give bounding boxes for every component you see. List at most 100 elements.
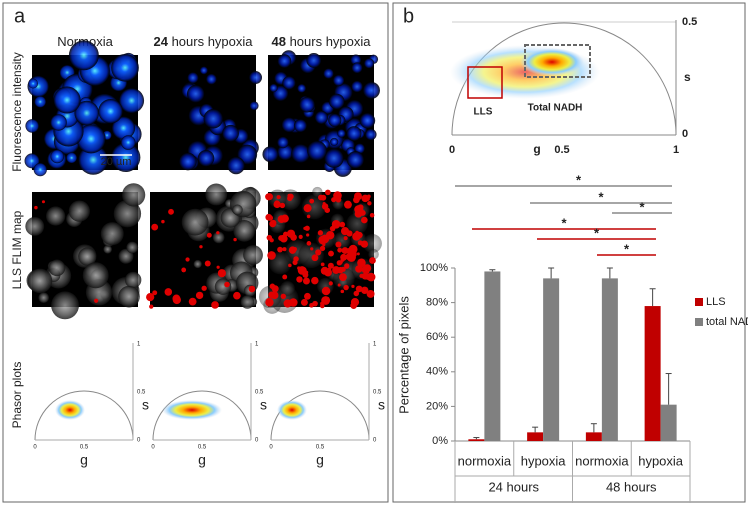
legend-label: LLS	[706, 296, 726, 308]
y-tick-label: 60%	[426, 331, 448, 343]
flim-red-spot	[151, 223, 159, 231]
fluorescence-blob	[203, 108, 224, 129]
flim-red-spot	[366, 289, 375, 298]
flim-red-spot	[321, 296, 331, 305]
flim-red-spot	[302, 277, 310, 285]
flim-red-spot	[146, 293, 155, 302]
flim-red-spot	[224, 281, 230, 288]
axis-label: 0.5	[80, 445, 89, 451]
fluorescence-blob	[249, 71, 263, 85]
fluorescence-blob	[34, 95, 47, 108]
flim-red-spot	[320, 262, 325, 267]
flim-red-spot	[347, 253, 356, 262]
flim-red-spot	[319, 245, 326, 252]
fluorescence-blob	[277, 144, 294, 161]
fluorescence-blob	[50, 149, 65, 164]
fluorescence-blob	[330, 137, 339, 146]
flim-red-spot	[201, 285, 207, 291]
nadh-label: Total NADH	[528, 103, 583, 114]
fluorescence-blob	[277, 136, 289, 149]
flim-gray	[298, 242, 324, 269]
flim-gray	[82, 262, 109, 289]
flim-red-spot	[310, 247, 314, 251]
flim-red-spot	[366, 194, 371, 199]
axis-label: 0.5	[682, 16, 697, 28]
phasor-cloud	[277, 400, 307, 420]
fluorescence-blob	[25, 119, 39, 133]
significance-star: *	[576, 172, 582, 187]
flim-red-spot	[361, 216, 368, 224]
flim-red-spot	[321, 203, 329, 210]
axis-title: s	[260, 397, 267, 413]
flim-red-spot	[369, 257, 376, 264]
axis-title: g	[80, 452, 88, 468]
flim-red-spot	[287, 195, 293, 202]
x-tick-label: hypoxia	[638, 453, 684, 468]
flim-red-spot	[341, 247, 349, 254]
flim-red-spot	[300, 298, 308, 306]
axis-label: 0.5	[255, 390, 264, 396]
flim-red-spot	[328, 281, 333, 286]
axis-label: 1	[373, 342, 377, 348]
fluorescence-blob	[346, 151, 365, 169]
flim-red-spot	[351, 284, 355, 289]
flim-red-spot	[195, 291, 204, 300]
fluorescence-blob	[119, 88, 145, 114]
bold-text: 24	[153, 34, 168, 49]
flim-red-spot	[321, 286, 331, 296]
phasor-semicircle	[34, 390, 134, 441]
flim-gray	[48, 259, 66, 277]
flim-red-spot	[265, 298, 274, 307]
fluorescence-blob	[299, 96, 315, 113]
nadh-box	[524, 44, 591, 78]
flim-gray	[118, 285, 140, 308]
flim-red-spot	[288, 263, 292, 268]
flim-red-spot	[355, 265, 363, 273]
axis-label: 0	[449, 144, 455, 156]
axis-label: 0	[373, 438, 377, 444]
flim-red-spot	[296, 276, 303, 283]
flim-red-spot	[353, 290, 360, 297]
fluorescence-blob	[314, 110, 329, 125]
fluorescence-blob	[206, 73, 217, 85]
significance-star: *	[639, 199, 645, 214]
flim-red-spot	[181, 267, 187, 273]
legend-swatch	[695, 318, 703, 326]
bar	[484, 271, 501, 441]
flim-red-spot	[206, 232, 212, 238]
flim-red-spot	[168, 208, 174, 215]
flim-red-spot	[325, 231, 335, 240]
axis-label: 0.5	[554, 144, 569, 156]
flim-red-spot	[233, 291, 241, 300]
y-tick-label: 40%	[426, 366, 448, 378]
flim-red-spot	[283, 299, 292, 308]
flim-gray	[27, 268, 53, 294]
fluorescence-blob	[186, 85, 205, 103]
fluorescence-blob	[74, 100, 99, 126]
fluorescence-blob	[350, 54, 362, 66]
flim-red-spot	[311, 254, 319, 262]
flim-red-spot	[276, 195, 281, 200]
flim-red-spot	[204, 260, 211, 267]
fluorescence-blob	[50, 114, 67, 131]
significance-star: *	[594, 225, 600, 240]
flim-red-spot	[248, 285, 256, 293]
flim-red-spot	[340, 227, 350, 236]
flim-red-spot	[340, 289, 345, 294]
flim-gray	[205, 183, 228, 206]
bar	[601, 278, 618, 441]
axis-label: 0	[137, 438, 141, 444]
fluorescence-blob	[364, 58, 375, 69]
flim-red-spot	[369, 212, 375, 218]
fluorescence-blob	[323, 68, 334, 79]
bar	[543, 278, 560, 441]
fluorescence-blob	[281, 117, 297, 133]
flim-red-spot	[188, 297, 197, 306]
fluorescence-blob	[98, 99, 123, 124]
flim-gray	[193, 259, 202, 269]
axis-label: 0	[255, 438, 259, 444]
fluorescence-blob	[293, 119, 307, 133]
axis-label: 0	[269, 445, 273, 451]
x-tick-label: normoxia	[575, 453, 629, 468]
fluorescence-blob	[282, 76, 296, 90]
